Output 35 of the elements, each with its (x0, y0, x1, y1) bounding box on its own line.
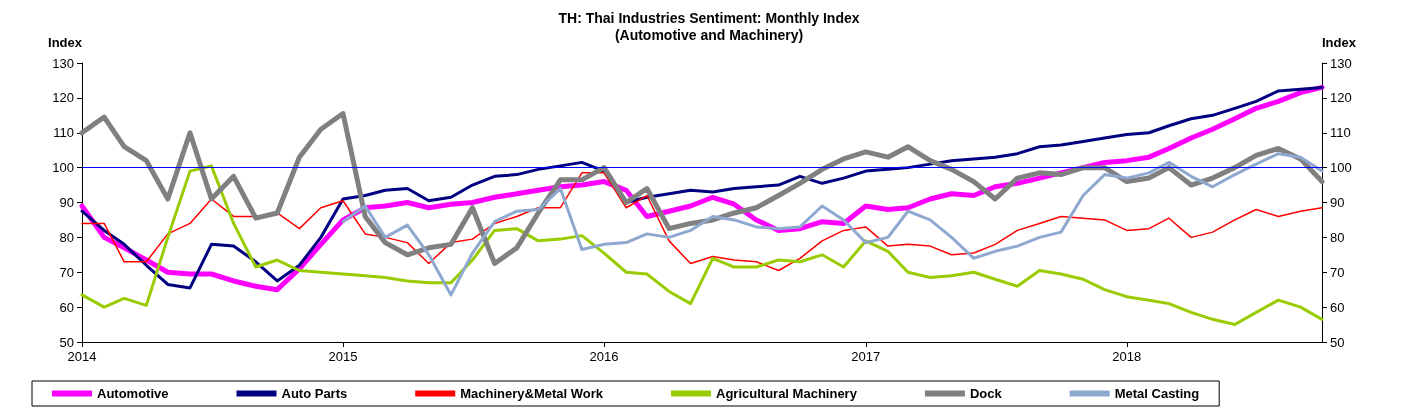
legend-label: Dock (969, 386, 1003, 401)
y-tick-label: 130 (52, 55, 74, 71)
y2-tick-label: 120 (1330, 90, 1352, 106)
legend-label: Agricultural Machinery (716, 386, 858, 401)
y-tick-label: 120 (52, 90, 74, 106)
x-tick-label: 2014 (67, 349, 97, 364)
x-tick-label: 2015 (328, 349, 358, 364)
legend-label: Auto Parts (281, 386, 348, 401)
y-tick-label: 90 (59, 195, 74, 210)
y2-tick-label: 80 (1330, 229, 1345, 245)
y-axis-title: Index (48, 35, 83, 50)
y-tick-label: 110 (53, 125, 74, 141)
y2-tick-label: 130 (1330, 55, 1352, 71)
line-series (81, 172, 1323, 272)
x-tick-label: 2016 (589, 349, 619, 364)
line-series (341, 152, 1324, 297)
y2-tick-label: 60 (1330, 299, 1345, 315)
line-series (80, 164, 1324, 327)
x-tick-label: 2018 (1112, 349, 1142, 364)
y-tick-label: 60 (59, 299, 74, 315)
legend-label: Automotive (97, 386, 169, 401)
y-tick-label: 70 (59, 264, 74, 280)
legend-label: Machinery&Metal Work (460, 386, 604, 401)
y2-tick-label: 90 (1330, 195, 1345, 210)
y2-tick-label: 70 (1330, 264, 1345, 280)
y2-tick-label: 50 (1330, 334, 1345, 350)
y2-tick-label: 110 (1330, 125, 1351, 141)
chart-title: TH: Thai Industries Sentiment: Monthly Index (Automotive and Machinery) (558, 9, 860, 43)
legend-label: Metal Casting (1114, 386, 1200, 401)
y-tick-label: 80 (59, 229, 74, 245)
y2-tick-label: 100 (1330, 160, 1352, 176)
y2-axis-title: Index (1322, 35, 1357, 50)
y-tick-label: 50 (59, 334, 74, 350)
y-tick-label: 100 (52, 160, 74, 176)
x-tick-label: 2017 (851, 349, 881, 364)
